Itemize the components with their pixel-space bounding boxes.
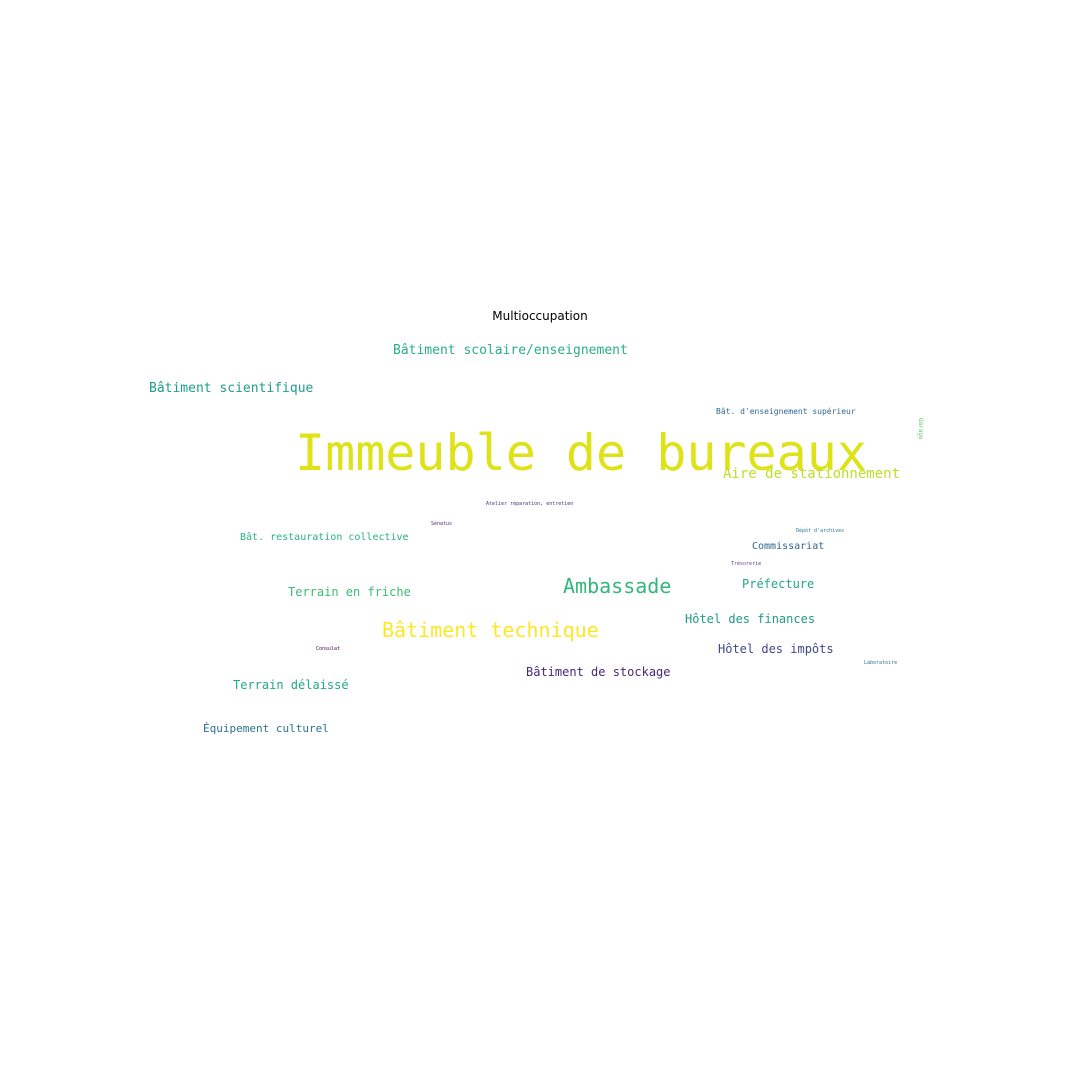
word-préfecture: Préfecture (742, 577, 815, 591)
word-ambassade: Ambassade (563, 574, 672, 598)
word-aire-de-stationnement: Aire de stationnement (723, 466, 901, 482)
word-cloud: Immeuble de bureaux Bâtiment technique Amb… (140, 330, 960, 750)
word-atelier-réparation-entretien: Atelier réparation, entretien (486, 501, 574, 507)
word-équipement-culturel: Équipement culturel (203, 722, 329, 735)
word-terrain-délaissé: Terrain délaissé (233, 678, 349, 692)
word-immeuble-de-bureaux: Immeuble de bureaux (295, 424, 867, 482)
word-laboratoire: Laboratoire (864, 660, 898, 666)
word-sénatus: Sénatus (431, 521, 453, 527)
word-bâtiment-de-stockage: Bâtiment de stockage (526, 665, 671, 679)
word-garage: Garage (917, 418, 924, 440)
word-bâtiment-scientifique: Bâtiment scientifique (149, 381, 314, 396)
word-terrain-en-friche: Terrain en friche (288, 585, 411, 599)
word-hôtel-des-impôts: Hôtel des impôts (718, 642, 834, 656)
word-bât-d-enseignement-supérieur: Bât. d'enseignement supérieur (716, 407, 856, 416)
chart-title: Multioccupation (492, 309, 588, 323)
word-trésorerie: Trésorerie (731, 561, 762, 567)
word-bâtiment-scolaire-enseignement: Bâtiment scolaire/enseignement (393, 343, 628, 358)
word-hôtel-des-finances: Hôtel des finances (685, 612, 816, 626)
word-bât-restauration-collective: Bât. restauration collective (240, 532, 409, 543)
word-bâtiment-technique: Bâtiment technique (382, 618, 599, 642)
word-consulat: Consulat (316, 646, 341, 652)
word-commissariat: Commissariat (752, 541, 825, 552)
word-dépôt-d-archives: Dépôt d'archives (796, 528, 845, 534)
